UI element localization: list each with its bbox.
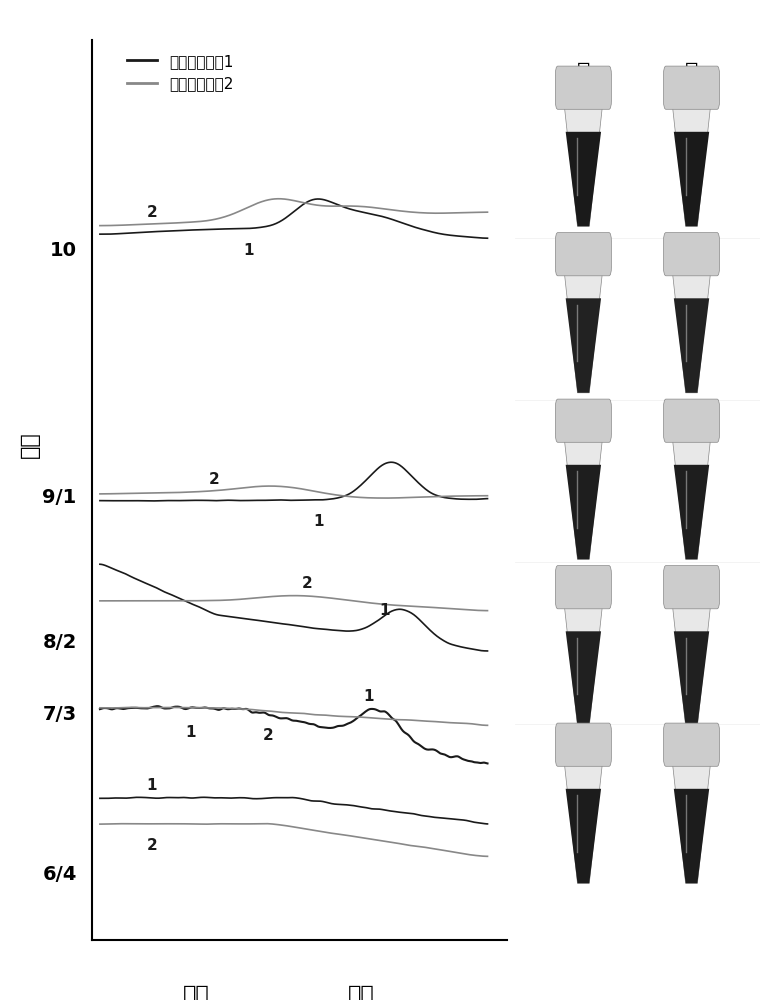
Polygon shape — [566, 132, 601, 226]
Polygon shape — [564, 600, 603, 726]
Polygon shape — [672, 600, 711, 726]
Polygon shape — [672, 267, 711, 393]
Text: 红相: 红相 — [183, 985, 209, 1000]
Text: 7/3: 7/3 — [42, 706, 77, 724]
FancyBboxPatch shape — [664, 66, 720, 109]
Text: 1: 1 — [147, 778, 157, 793]
FancyBboxPatch shape — [555, 723, 611, 766]
FancyBboxPatch shape — [555, 66, 611, 109]
Polygon shape — [674, 132, 709, 226]
Polygon shape — [674, 298, 709, 393]
Text: 后: 后 — [685, 62, 698, 83]
Polygon shape — [566, 465, 601, 559]
FancyBboxPatch shape — [664, 723, 720, 766]
Polygon shape — [674, 465, 709, 559]
Polygon shape — [672, 100, 711, 226]
Polygon shape — [672, 757, 711, 883]
Polygon shape — [566, 631, 601, 726]
Text: 比例: 比例 — [20, 432, 40, 458]
Text: 1: 1 — [363, 689, 374, 704]
Text: 10: 10 — [50, 241, 77, 260]
FancyBboxPatch shape — [555, 233, 611, 276]
FancyBboxPatch shape — [555, 566, 611, 609]
Text: 1: 1 — [243, 243, 253, 258]
Polygon shape — [566, 789, 601, 883]
Text: 2: 2 — [208, 472, 219, 487]
Legend: 加入组胺前，1, 加入组胺后，2: 加入组胺前，1, 加入组胺后，2 — [121, 48, 240, 98]
Polygon shape — [672, 433, 711, 559]
FancyBboxPatch shape — [555, 399, 611, 442]
Polygon shape — [564, 433, 603, 559]
Text: 1: 1 — [185, 725, 196, 740]
Text: 2: 2 — [263, 728, 273, 743]
Text: 前: 前 — [577, 62, 590, 83]
Text: 1: 1 — [313, 514, 323, 529]
FancyBboxPatch shape — [664, 399, 720, 442]
Text: 2: 2 — [302, 576, 313, 591]
Polygon shape — [564, 267, 603, 393]
FancyBboxPatch shape — [664, 566, 720, 609]
Text: 蓝相: 蓝相 — [349, 985, 375, 1000]
Polygon shape — [566, 298, 601, 393]
Polygon shape — [564, 100, 603, 226]
Text: 2: 2 — [147, 838, 157, 853]
Text: 9/1: 9/1 — [42, 488, 77, 507]
Text: 8/2: 8/2 — [42, 633, 77, 652]
Polygon shape — [674, 631, 709, 726]
Text: 6/4: 6/4 — [42, 865, 77, 884]
Text: 2: 2 — [147, 205, 157, 220]
Polygon shape — [564, 757, 603, 883]
Polygon shape — [674, 789, 709, 883]
FancyBboxPatch shape — [664, 233, 720, 276]
Text: 1: 1 — [379, 603, 389, 618]
